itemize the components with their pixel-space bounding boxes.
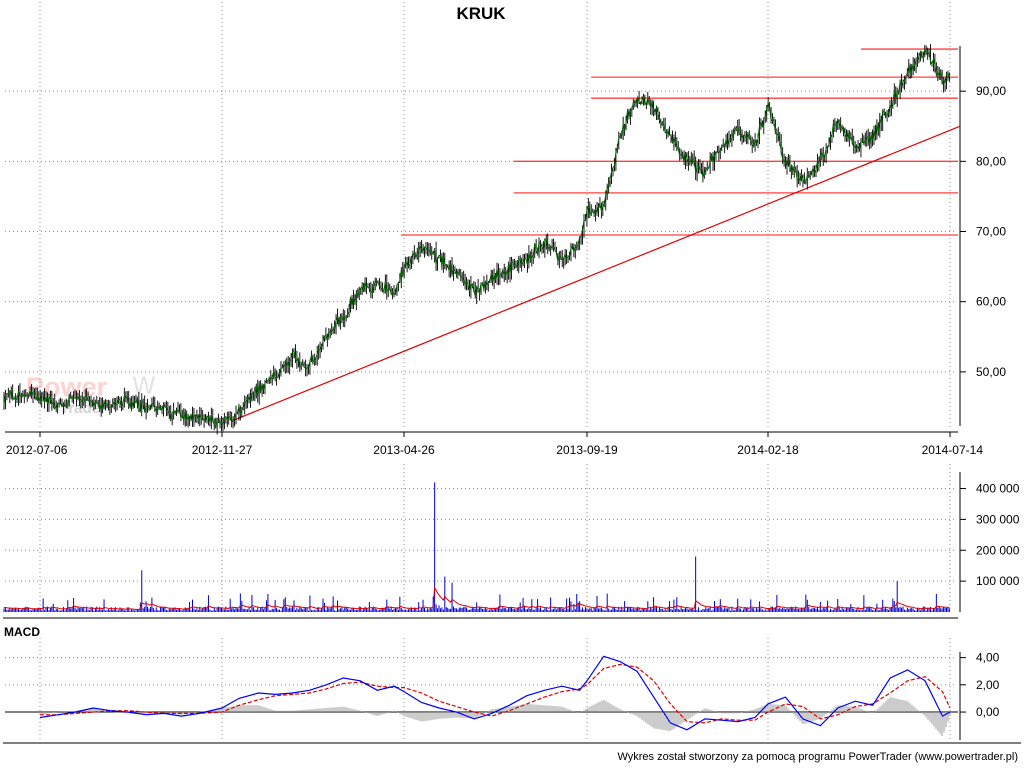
y-tick-label: 300 000 xyxy=(976,512,1020,526)
chart-title: KRUK xyxy=(456,4,506,23)
y-tick-label: 60,00 xyxy=(976,295,1006,309)
y-tick-label: 400 000 xyxy=(976,482,1020,496)
y-tick-label: 80,00 xyxy=(976,154,1006,168)
price-series-layer xyxy=(3,44,950,435)
x-tick-label: 2013-09-19 xyxy=(556,443,618,457)
price-line xyxy=(3,48,950,429)
y-tick-label: 0,00 xyxy=(976,705,1000,719)
macd-title: MACD xyxy=(4,625,40,639)
y-tick-label: 70,00 xyxy=(976,225,1006,239)
trendline xyxy=(231,125,961,422)
labels-layer: 2012-07-06 2012-11-27 2013-04-26 2013-09-19… xyxy=(6,84,1020,719)
macd-layer xyxy=(39,655,951,736)
volume-layer xyxy=(3,482,950,612)
y-tick-label: 90,00 xyxy=(976,84,1006,98)
volume-average-line xyxy=(4,586,950,611)
y-tick-label: 4,00 xyxy=(976,651,1000,665)
macd-line xyxy=(39,655,951,731)
x-tick-label: 2014-02-18 xyxy=(737,443,799,457)
x-tick-label: 2012-11-27 xyxy=(192,443,253,457)
watermark-logo-glyph: W xyxy=(132,372,156,400)
footer-credit: Wykres został stworzony za pomocą progra… xyxy=(617,751,1018,763)
watermark: Power Trader W xyxy=(26,372,156,417)
x-tick-label: 2013-04-26 xyxy=(373,443,435,457)
y-tick-label: 200 000 xyxy=(976,543,1020,557)
y-tick-label: 2,00 xyxy=(976,678,1000,692)
y-tick-label: 100 000 xyxy=(976,574,1020,588)
support-resistance-layer xyxy=(231,48,961,422)
x-tick-label: 2012-07-06 xyxy=(6,443,68,457)
y-tick-label: 50,00 xyxy=(976,365,1006,379)
x-tick-label: 2014-07-14 xyxy=(922,443,984,457)
